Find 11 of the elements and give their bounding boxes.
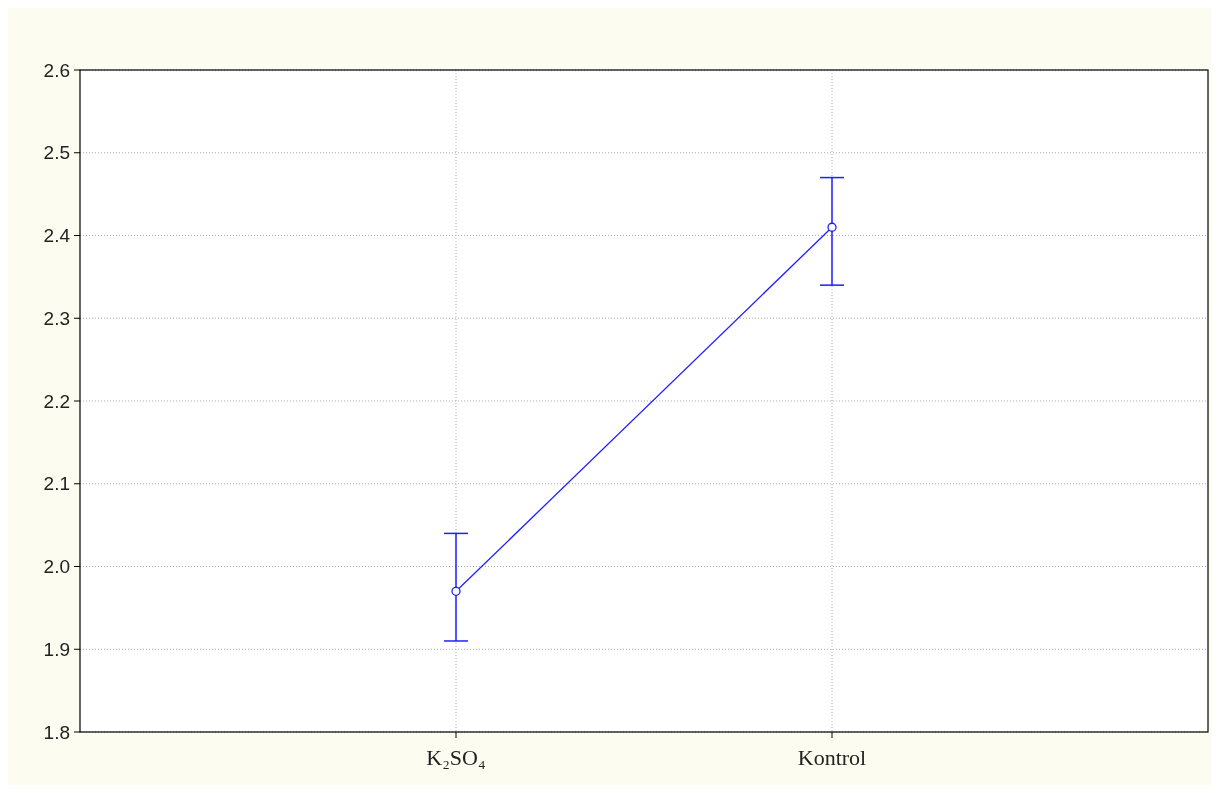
y-tick-label: 1.8 [43,721,70,743]
x-tick-label: Kontrol [797,745,867,770]
y-tick-label: 2.0 [43,556,70,578]
y-tick-label: 2.1 [43,473,70,495]
y-tick-label: 2.4 [43,225,71,247]
y-tick-label: 2.5 [43,142,70,164]
y-tick-label: 2.6 [43,59,70,81]
y-tick-label: 2.3 [43,307,70,329]
y-tick-label: 1.9 [43,638,70,660]
x-tick-label: K₂SO₄ [426,745,486,770]
y-tick-label: 2.2 [43,390,70,412]
